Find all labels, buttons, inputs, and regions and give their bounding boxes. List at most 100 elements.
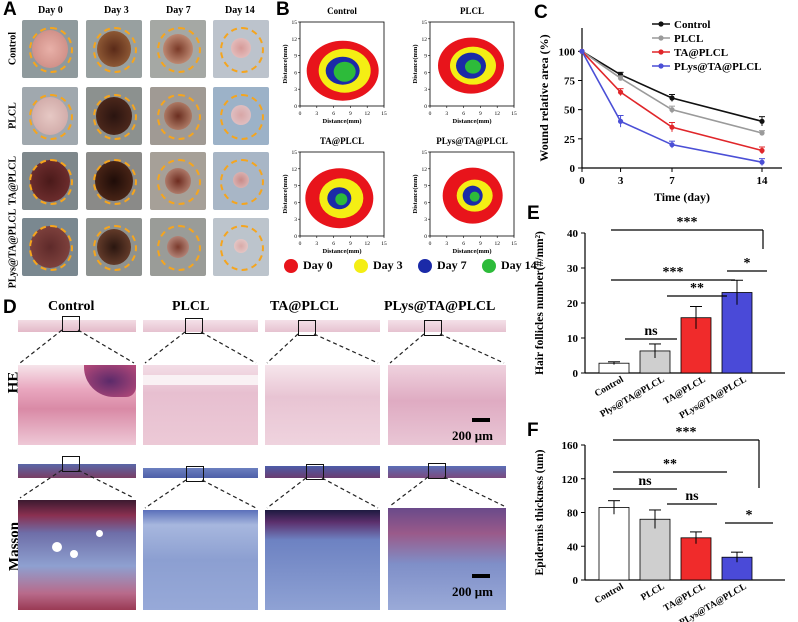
legend-swatch-2 [418, 259, 432, 273]
contour-frame-2 [299, 151, 385, 237]
c-point-1-2 [669, 107, 675, 113]
c-series-line-3 [581, 50, 763, 163]
contour-xtick-label-3-4: 12 [494, 241, 500, 247]
contour-ytick-label-0-1: 3 [294, 87, 297, 93]
he-overview-control [18, 320, 136, 332]
chartF-ytick-label-1: 40 [567, 541, 579, 553]
contour-ytick-label-1-1: 3 [424, 87, 427, 93]
contour-xtick-label-1-4: 12 [494, 111, 500, 117]
chartF-bar-0 [598, 507, 630, 581]
contour-ytick-label-1-5: 15 [422, 20, 428, 26]
c-point-0-3 [759, 118, 765, 124]
day-header-3: Day 3 [104, 5, 129, 16]
chartF-bar-1 [639, 518, 671, 581]
he-zoom-box-plys-ta-plcl [424, 320, 442, 336]
chartF-cat-label-0: Control [593, 582, 626, 607]
chartF-sig-1: ** [663, 457, 677, 472]
photo-control-day14 [213, 20, 269, 78]
panel-b-contours: Control0033669912121515Distance(mm)Dista… [282, 6, 517, 255]
contour-xtick-label-2-2: 6 [332, 241, 335, 247]
masson-zoom-box-control [62, 456, 80, 472]
contour-xtick-label-1-3: 9 [479, 111, 482, 117]
chartE-sig-4: ns [644, 324, 658, 339]
photo-plcl-day14 [213, 87, 269, 145]
contour-ytick-label-3-4: 12 [422, 167, 428, 173]
c-legend-label-0: Control [674, 19, 710, 31]
masson-zoom-box-plys-ta-plcl [428, 463, 446, 479]
contour-ytick-label-2-3: 9 [294, 184, 297, 190]
he-zoom-box-control [62, 316, 80, 332]
chartF-ytick-label-2: 80 [567, 508, 579, 520]
masson-zoom-box-plcl [186, 466, 204, 482]
c-point-1-3 [759, 130, 765, 136]
contour-ytick-label-3-3: 9 [424, 184, 427, 190]
chartE-ytick-label-0: 0 [573, 368, 579, 380]
contour-xtick-label-3-1: 3 [445, 241, 448, 247]
c-legend-marker-3 [658, 63, 664, 69]
chartE-sig-3: * [744, 256, 751, 271]
chartE-sig-1: *** [663, 265, 684, 280]
photo-plys-ta-plcl-day0 [22, 218, 78, 276]
chartF-ytick-label-0: 0 [573, 575, 579, 587]
c-legend-marker-0 [658, 21, 664, 27]
day-header-0: Day 0 [38, 5, 63, 16]
c-ytick-label-2: 50 [564, 105, 576, 117]
contour-xtick-label-0-3: 9 [349, 111, 352, 117]
zoom-connector-lines [19, 329, 505, 509]
contour-xtick-label-1-2: 6 [462, 111, 465, 117]
contour-xlabel-3: Distance(mm) [453, 248, 492, 255]
contour-xtick-label-3-0: 0 [429, 241, 432, 247]
c-series-line-0 [581, 50, 763, 123]
legend-swatch-0 [284, 259, 298, 273]
c-ytick-label-1: 25 [564, 134, 576, 146]
day-header-7: Day 7 [166, 5, 191, 16]
contour-ytick-label-3-2: 6 [424, 200, 427, 206]
c-point-3-0 [579, 48, 585, 54]
panel-label-d: D [3, 297, 17, 318]
chartF-sig-0: *** [676, 425, 697, 440]
contour-ylabel-0: Distance(mm) [282, 45, 289, 84]
panel-c-chart: 0 25 50 75 100 0 3 7 14 Time (day) Wound relative … [537, 19, 782, 204]
histo-title-plcl: PLCL [172, 299, 210, 314]
chartF-ylabel: Epidermis thickness (um) [534, 449, 546, 575]
c-series-line-2 [581, 50, 763, 152]
contour-1-day-3 [465, 59, 481, 74]
scale-bar-label-he: 200 μm [452, 428, 493, 443]
c-legend-label-1: PLCL [674, 33, 703, 45]
contour-title-3: PLys@TA@PLCL [436, 136, 508, 146]
chartF-ytick-label-4: 160 [562, 440, 579, 452]
photo-ta-plcl-day7 [150, 152, 206, 210]
contour-ytick-label-2-5: 15 [292, 150, 298, 156]
contour-xlabel-2: Distance(mm) [323, 248, 362, 255]
chartE-ytick-label-3: 30 [567, 263, 579, 275]
masson-detail-ta-plcl [265, 510, 380, 610]
scale-bar-masson [472, 574, 490, 578]
photo-plcl-day3 [86, 87, 142, 145]
c-legend-label-2: TA@PLCL [674, 47, 728, 59]
contour-xtick-label-0-2: 6 [332, 111, 335, 117]
legend-label-2: Day 7 [437, 258, 467, 272]
he-detail-plys-ta-plcl [388, 365, 506, 445]
chartE-ylabel: Hair follicles number(#/mm²) [534, 231, 546, 375]
contour-frame-0 [299, 21, 385, 107]
histo-title-ta-plcl: TA@PLCL [270, 299, 339, 314]
he-overview-plcl [143, 320, 258, 332]
contour-xtick-label-3-3: 9 [479, 241, 482, 247]
contour-ytick-label-0-3: 9 [294, 54, 297, 60]
contour-xtick-label-2-0: 0 [299, 241, 302, 247]
c-xlabel: Time (day) [654, 190, 710, 204]
c-legend-label-3: PLys@TA@PLCL [674, 61, 762, 73]
chartF-sig-3: ns [685, 489, 699, 504]
masson-detail-control [18, 500, 136, 610]
chartF-sig-2: ns [638, 474, 652, 489]
panel-e-chart: 0 10 20 30 40 Hair follicles number(#/mm²) Con… [534, 215, 785, 420]
masson-overview-plcl [143, 468, 258, 478]
c-ytick-label-3: 75 [564, 76, 576, 88]
contour-xtick-label-0-5: 15 [381, 111, 387, 117]
photo-ta-plcl-day0 [22, 152, 78, 210]
contour-xtick-label-2-4: 12 [364, 241, 370, 247]
he-overview-ta-plcl [265, 320, 380, 332]
panel-label-b: B [276, 0, 290, 20]
chartE-cat-label-3: PLys@TA@PLCL [678, 375, 748, 420]
contour-ytick-label-0-2: 6 [294, 70, 297, 76]
